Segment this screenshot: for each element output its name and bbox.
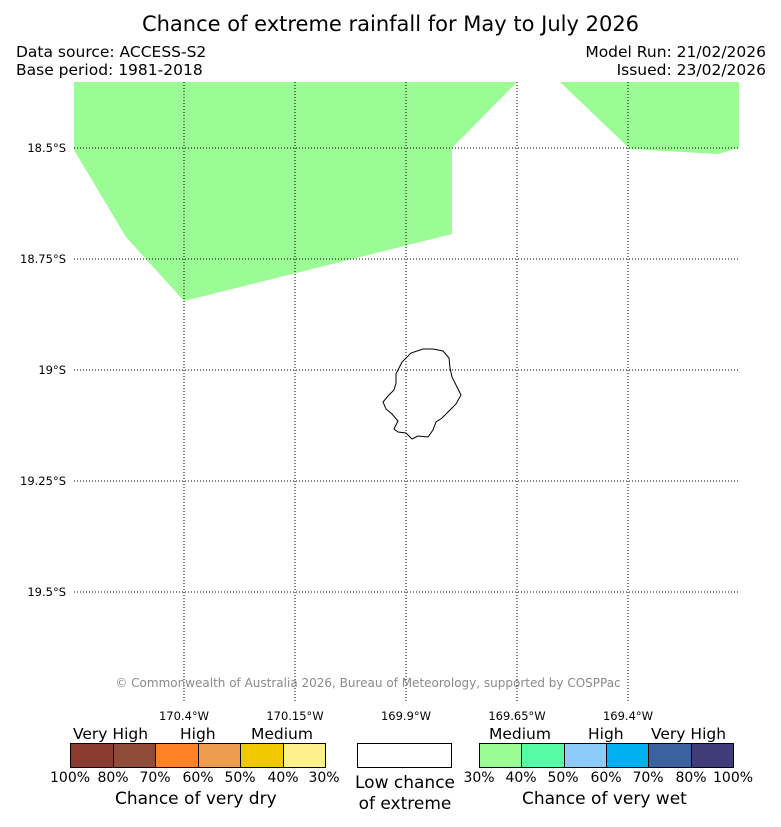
- dry-swatch: [113, 744, 156, 767]
- dry-pct: 50%: [224, 770, 256, 786]
- dry-pct: 60%: [182, 770, 214, 786]
- data-source: Data source: ACCESS-S2: [16, 43, 207, 61]
- lat-label: 18.75°S: [20, 252, 66, 266]
- wet-colorbar: [479, 743, 734, 768]
- lat-label: 19°S: [38, 363, 66, 377]
- source-info: Data source: ACCESS-S2 Base period: 1981…: [16, 43, 206, 79]
- lat-label: 18.5°S: [27, 141, 66, 155]
- wet-high-label: High: [588, 725, 624, 743]
- neutral-label-line2: of extreme: [358, 794, 452, 814]
- lon-label: 170.4°W: [158, 709, 210, 723]
- wet-swatch: [691, 744, 733, 767]
- dry-swatch: [198, 744, 241, 767]
- wet-pct: 30%: [463, 770, 495, 786]
- map-title: Chance of extreme rainfall for May to Ju…: [141, 12, 640, 36]
- wet-medium-label: Medium: [489, 725, 551, 743]
- dry-pct: 100%: [50, 770, 91, 786]
- wet-swatch: [606, 744, 650, 767]
- wet-swatch: [480, 744, 523, 767]
- dry-swatch: [283, 744, 325, 767]
- neutral-swatch: [357, 743, 452, 768]
- dry-high-label: High: [180, 725, 216, 743]
- neutral-label-line1: Low chance: [355, 773, 455, 793]
- wet-very-high-label: Very High: [651, 725, 727, 743]
- lat-label: 19.5°S: [27, 585, 66, 599]
- dry-swatch: [71, 744, 114, 767]
- dry-swatch: [241, 744, 284, 767]
- wet-pct: 60%: [590, 770, 622, 786]
- dry-pct: 40%: [267, 770, 299, 786]
- model-run: Model Run: 21/02/2026: [585, 43, 766, 61]
- dry-legend-title: Chance of very dry: [115, 789, 277, 809]
- wet-pct: 50%: [547, 770, 579, 786]
- island-outline: [382, 348, 462, 440]
- wet-pct: 100%: [713, 770, 754, 786]
- wet-pct: 40%: [505, 770, 537, 786]
- neutral-label: Low chance of extreme: [330, 773, 480, 815]
- dry-swatch: [156, 744, 199, 767]
- base-period: Base period: 1981-2018: [16, 61, 203, 79]
- wet-pct: 80%: [675, 770, 707, 786]
- wet-legend-title: Chance of very wet: [522, 789, 687, 809]
- wet-swatch: [522, 744, 565, 767]
- lon-label: 169.65°W: [488, 709, 546, 723]
- dry-very-high-label: Very High: [73, 725, 149, 743]
- wet-swatch: [564, 744, 607, 767]
- lon-label: 169.4°W: [602, 709, 654, 723]
- wet-region-east: [560, 82, 739, 154]
- issued-date: Issued: 23/02/2026: [616, 61, 766, 79]
- wet-swatch: [649, 744, 692, 767]
- dry-pct: 30%: [308, 770, 340, 786]
- lon-label: 170.15°W: [266, 709, 324, 723]
- copyright-notice: © Commonwealth of Australia 2026, Bureau…: [115, 676, 621, 690]
- dry-colorbar: [70, 743, 326, 768]
- lon-label: 169.9°W: [380, 709, 432, 723]
- run-info: Model Run: 21/02/2026 Issued: 23/02/2026: [585, 43, 766, 79]
- dry-medium-label: Medium: [251, 725, 313, 743]
- dry-pct: 80%: [97, 770, 129, 786]
- dry-pct: 70%: [139, 770, 171, 786]
- wet-pct: 70%: [632, 770, 664, 786]
- lat-label: 19.25°S: [20, 474, 66, 488]
